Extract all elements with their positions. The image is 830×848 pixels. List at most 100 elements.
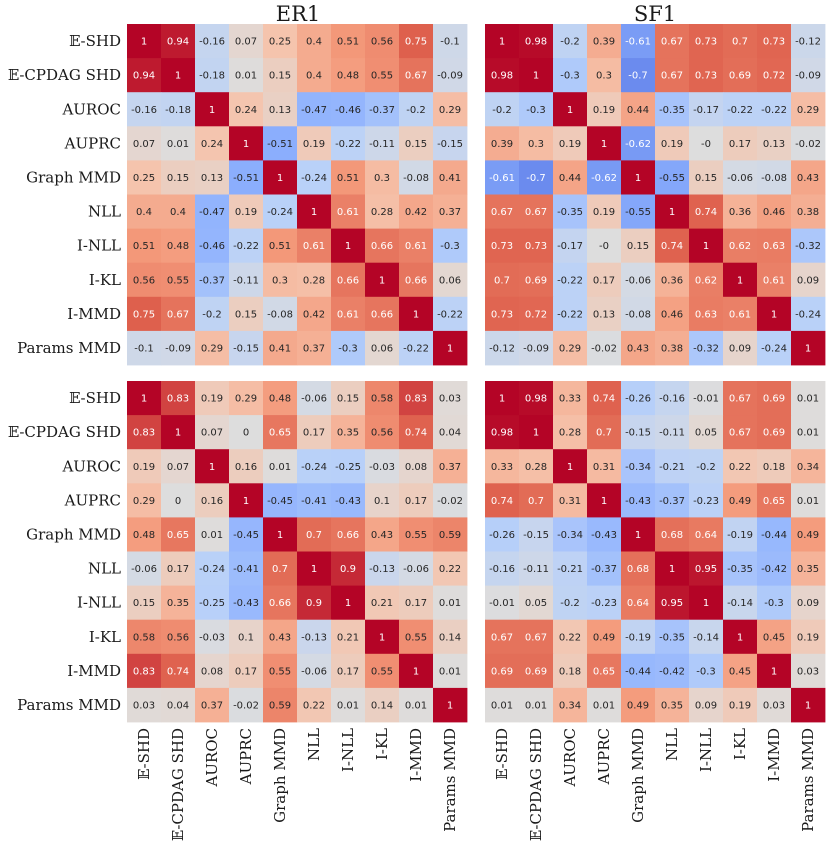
heatmap-cell-sf1-8-3 [587,296,622,332]
heatmap-cell-label-er1-6-8: 0.61 [405,241,427,252]
heatmap-cell-bottom-right-8-8 [757,653,792,689]
heatmap-cell-label-er1-1-0: 0.94 [133,71,155,82]
heatmap-cell-label-bottom-right-9-9: 1 [805,700,811,711]
heatmap-cell-label-sf1-3-8: 0.13 [763,139,785,150]
heatmap-cell-bottom-left-8-9 [433,653,468,689]
heatmap-cell-er1-3-3 [229,126,264,161]
heatmap-cell-label-er1-2-8: -0.2 [406,105,426,116]
heatmap-cell-label-er1-1-6: 0.48 [337,71,359,82]
heatmap-cell-bottom-right-7-8 [757,619,792,655]
heatmap-cell-label-sf1-8-5: 0.46 [661,309,683,320]
heatmap-cell-label-sf1-6-9: -0.32 [795,241,821,252]
heatmap-cell-bottom-right-1-1 [519,415,554,450]
heatmap-cell-sf1-8-5 [655,296,690,332]
row-label-bottom-1: 𝔼-CPDAG SHD [8,423,121,441]
heatmap-cell-er1-1-9 [433,58,468,93]
heatmap-cell-er1-7-0 [127,262,162,298]
heatmap-cell-sf1-3-5 [655,126,690,161]
heatmap-cell-er1-1-6 [331,58,366,93]
heatmap-cell-sf1-6-4 [621,228,656,264]
heatmap-cell-label-er1-9-3: -0.15 [233,343,259,354]
heatmap-cell-label-bottom-left-0-3: 0.29 [235,394,257,405]
heatmap-cell-label-er1-0-3: 0.07 [235,37,257,48]
heatmap-cell-bottom-left-0-6 [331,381,366,416]
heatmap-cell-label-bottom-left-2-8: 0.08 [405,462,427,473]
heatmap-cell-sf1-7-4 [621,262,656,298]
heatmap-cell-label-bottom-left-9-3: -0.02 [233,700,259,711]
heatmap-cell-sf1-6-1 [519,228,554,264]
heatmap-cell-label-bottom-left-0-1: 0.83 [167,394,189,405]
heatmap-cell-bottom-left-7-0 [127,619,162,655]
heatmap-cell-label-sf1-3-5: 0.19 [661,139,683,150]
heatmap-cell-er1-6-7 [365,228,400,264]
heatmap-cell-bottom-right-3-5 [655,483,690,518]
heatmap-cell-bottom-left-4-6 [331,517,366,552]
heatmap-cell-bottom-right-2-2 [553,449,588,484]
heatmap-cell-label-er1-5-6: 0.61 [337,207,359,218]
heatmap-cell-label-bottom-right-9-8: 0.03 [763,700,785,711]
heatmap-cell-er1-5-7 [365,194,400,229]
heatmap-cell-label-sf1-2-5: -0.35 [659,105,685,116]
heatmap-cell-label-er1-7-0: 0.56 [133,275,155,286]
column-label-left-2: AUROC [203,728,221,788]
heatmap-cell-label-sf1-1-7: 0.69 [729,71,751,82]
heatmap-cell-bottom-right-1-3 [587,415,622,450]
heatmap-cell-label-bottom-left-2-3: 0.16 [235,462,257,473]
heatmap-cell-label-bottom-left-0-8: 0.83 [405,394,427,405]
heatmap-cell-bottom-left-3-9 [433,483,468,518]
heatmap-cell-label-sf1-8-9: -0.24 [795,309,821,320]
row-label-top-8: I-MMD [67,305,121,323]
heatmap-cell-bottom-left-3-8 [399,483,434,518]
heatmap-cell-bottom-left-2-8 [399,449,434,484]
heatmap-cell-label-sf1-8-1: 0.72 [525,309,547,320]
heatmap-cell-bottom-left-7-4 [263,619,298,655]
heatmap-cell-sf1-2-3 [587,92,622,127]
heatmap-cell-label-bottom-left-5-9: 0.22 [439,564,461,575]
heatmap-cell-bottom-left-6-3 [229,585,264,621]
heatmap-cell-bottom-left-9-0 [127,687,162,723]
heatmap-cell-bottom-left-6-0 [127,585,162,621]
heatmap-cell-label-bottom-right-2-8: 0.18 [763,462,785,473]
heatmap-cell-label-bottom-left-8-5: -0.06 [301,666,327,677]
heatmap-cell-sf1-3-9 [791,126,826,161]
heatmap-cell-label-er1-5-7: 0.28 [371,207,393,218]
heatmap-cell-sf1-4-5 [655,160,690,195]
heatmap-cell-er1-7-2 [195,262,230,298]
heatmap-cell-sf1-1-2 [553,58,588,93]
heatmap-cell-bottom-right-2-9 [791,449,826,484]
heatmap-cell-label-er1-2-7: -0.37 [369,105,395,116]
heatmap-cell-er1-4-9 [433,160,468,195]
heatmap-cell-label-bottom-right-8-8: 1 [771,666,777,677]
heatmap-cell-label-bottom-left-8-6: 0.17 [337,666,359,677]
heatmap-cell-label-bottom-right-4-0: -0.26 [489,530,515,541]
heatmap-cell-bottom-left-4-1 [161,517,196,552]
heatmap-cell-bottom-left-8-8 [399,653,434,689]
heatmap-cell-bottom-right-7-2 [553,619,588,655]
heatmap-cell-label-bottom-right-5-9: 0.35 [797,564,819,575]
heatmap-cell-bottom-right-7-1 [519,619,554,655]
heatmap-cell-bottom-left-9-5 [297,687,332,723]
heatmap-cell-label-sf1-2-9: 0.29 [797,105,819,116]
heatmap-cell-label-bottom-left-9-6: 0.01 [337,700,359,711]
heatmap-cell-label-bottom-right-4-6: 0.64 [695,530,717,541]
heatmap-cell-label-er1-6-6: 1 [345,241,351,252]
heatmap-cell-label-er1-7-9: 0.06 [439,275,461,286]
heatmap-cell-label-sf1-3-9: -0.02 [795,139,821,150]
column-label-left-6: I-NLL [339,728,357,772]
heatmap-cell-label-er1-2-2: 1 [209,105,215,116]
heatmap-cell-sf1-8-8 [757,296,792,332]
heatmap-cell-label-bottom-left-4-0: 0.48 [133,530,155,541]
heatmap-cell-bottom-left-7-8 [399,619,434,655]
heatmap-cell-label-er1-1-7: 0.55 [371,71,393,82]
heatmap-cell-label-sf1-4-3: -0.62 [591,173,617,184]
heatmap-cell-label-er1-7-5: 0.28 [303,275,325,286]
heatmap-cell-label-bottom-right-1-8: 0.69 [763,428,785,439]
heatmap-cell-er1-7-8 [399,262,434,298]
heatmap-cell-bottom-left-5-7 [365,551,400,586]
heatmap-cell-bottom-right-6-8 [757,585,792,621]
heatmap-cell-label-bottom-right-9-2: 0.34 [559,700,581,711]
row-label-bottom-6: I-NLL [77,594,121,612]
heatmap-cell-sf1-1-5 [655,58,690,93]
row-label-bottom-7: I-KL [89,628,121,646]
heatmap-cell-label-sf1-8-3: 0.13 [593,309,615,320]
